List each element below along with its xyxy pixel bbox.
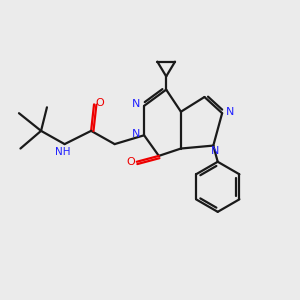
Text: O: O [126, 157, 135, 167]
Text: N: N [132, 129, 140, 139]
Text: N: N [132, 99, 140, 110]
Text: N: N [211, 146, 219, 156]
Text: NH: NH [56, 147, 71, 158]
Text: O: O [95, 98, 104, 108]
Text: N: N [226, 107, 235, 117]
